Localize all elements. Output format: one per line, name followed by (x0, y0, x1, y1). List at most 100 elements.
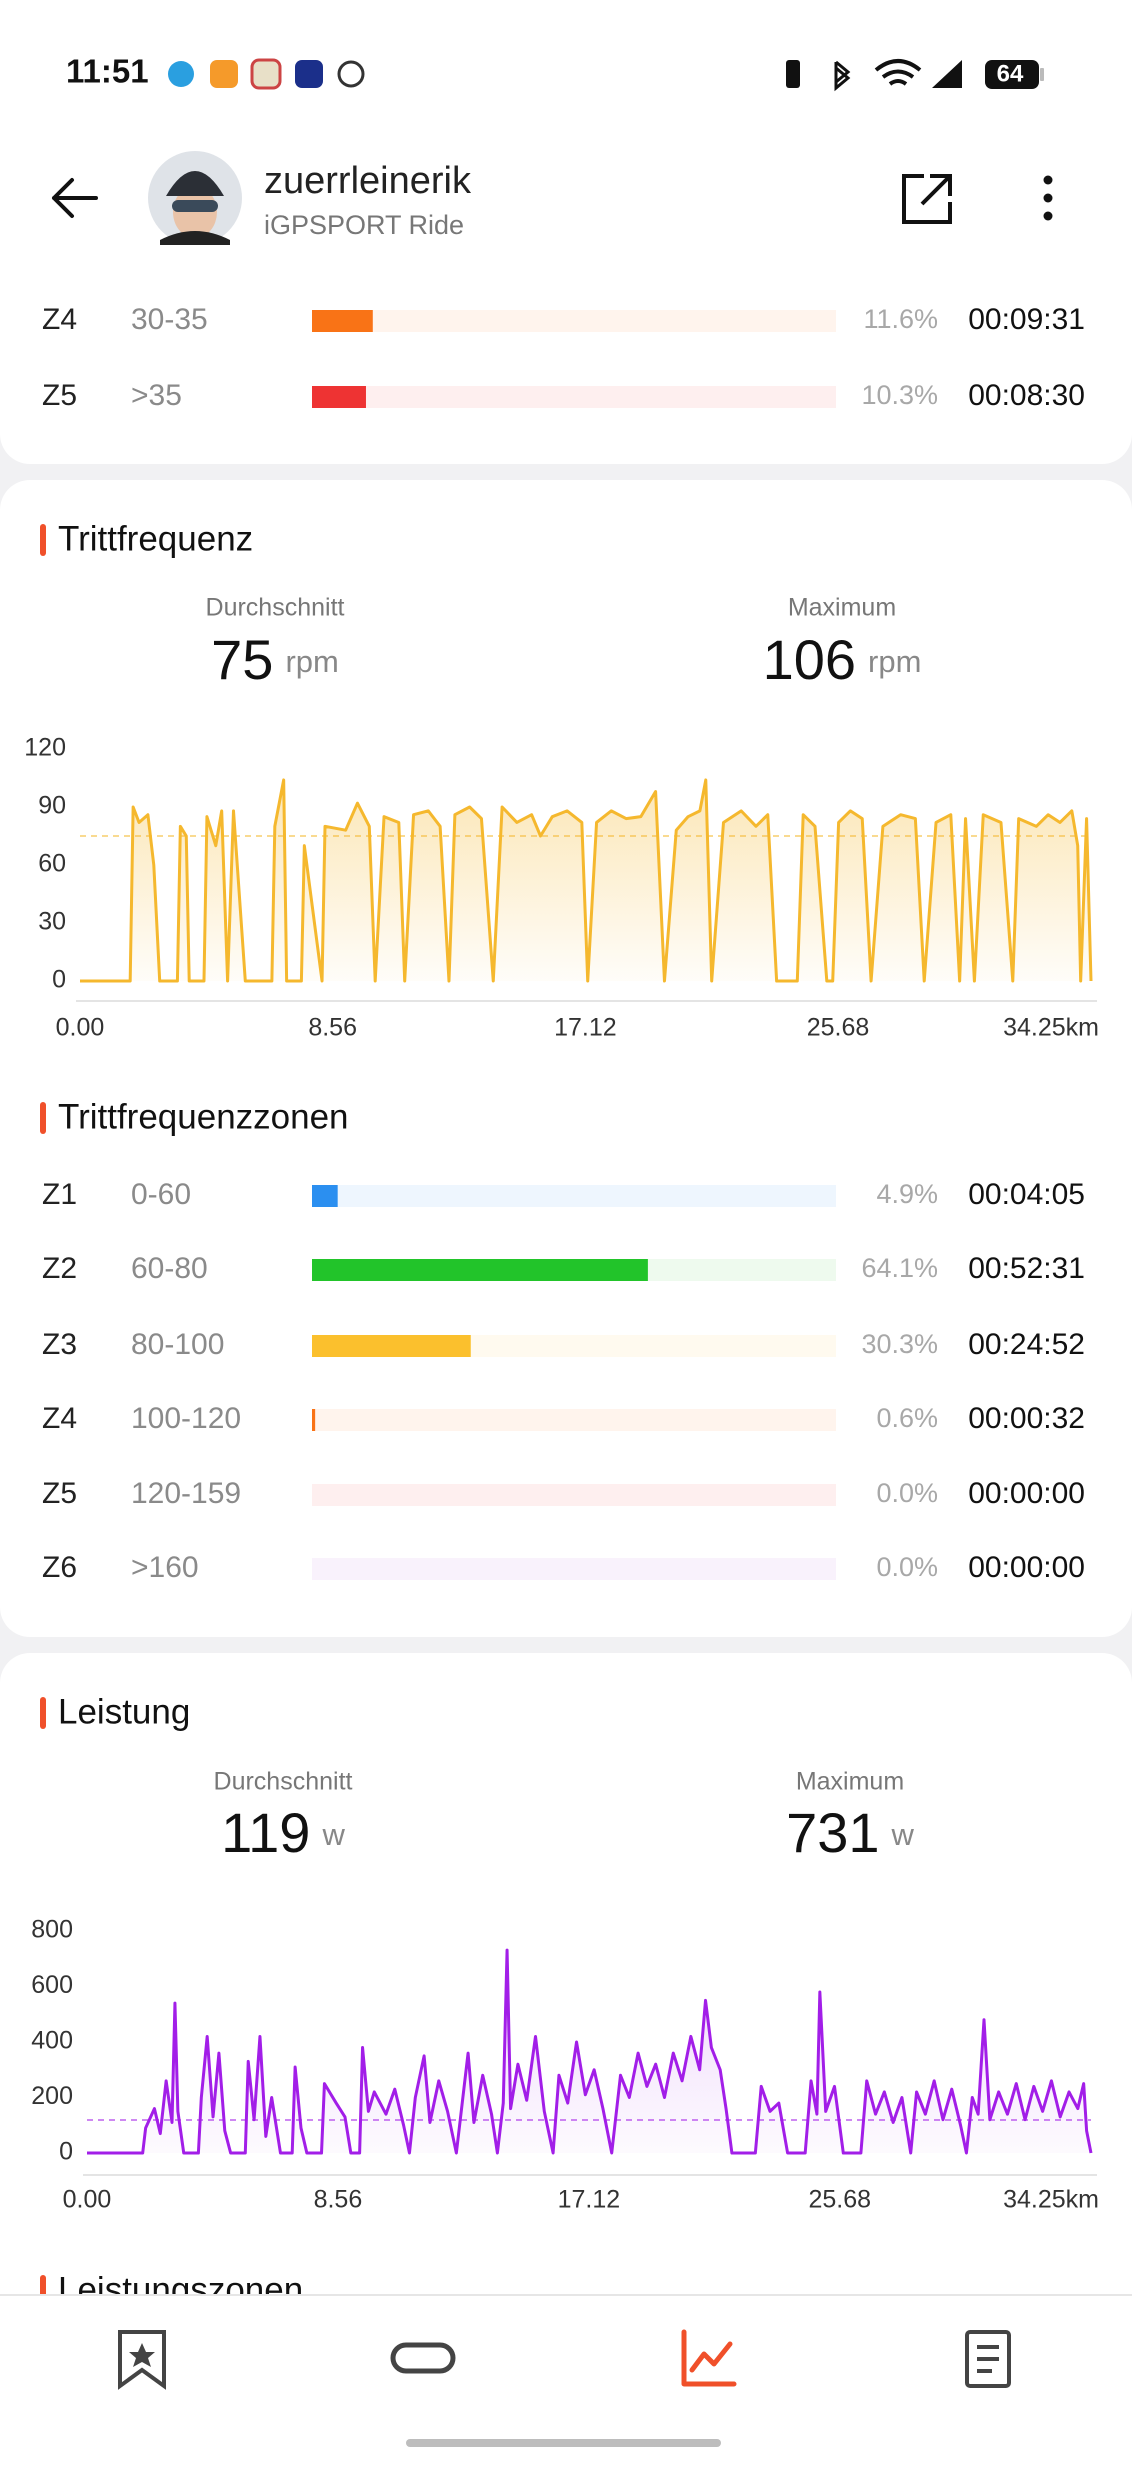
x-tick-label: 25.68 (807, 1014, 870, 1042)
avatar (148, 151, 242, 245)
x-tick-label: 17.12 (554, 1014, 617, 1042)
battery-level: 64 (997, 60, 1024, 87)
stat-unit: w (891, 1817, 915, 1852)
zone-percent: 30.3% (861, 1329, 938, 1359)
nav-details[interactable] (965, 2330, 1011, 2388)
zone-percent: 64.1% (861, 1253, 938, 1283)
y-tick-label: 0 (59, 2138, 73, 2166)
star-icon (129, 2343, 155, 2367)
bluetooth-icon (834, 60, 851, 92)
zone-bar (312, 310, 373, 332)
wifi-icon (874, 59, 922, 86)
dot (1043, 175, 1053, 185)
zone-range: 120-159 (131, 1477, 241, 1510)
x-tick-label: 34.25km (1003, 2186, 1099, 2214)
stat-label: Maximum (788, 594, 896, 622)
zone-range: 0-60 (131, 1178, 191, 1211)
subtitle: iGPSPORT Ride (264, 210, 464, 240)
zone-percent: 0.0% (876, 1552, 938, 1582)
chart-trend (689, 2341, 733, 2373)
section-title: Leistungszonen (58, 2270, 303, 2309)
document-icon (965, 2330, 1011, 2388)
zone-name: Z5 (42, 1477, 77, 1510)
stat-value: 119 w (221, 1801, 345, 1864)
y-tick-label: 800 (31, 1916, 73, 1944)
content: Z4 30-35 11.6% 00:09:31 Z5 >35 10.3% 00:08:30 Z1… (24, 303, 1099, 2214)
chart-axes (681, 2329, 737, 2387)
x-tick-label: 8.56 (314, 2186, 363, 2214)
zone-time: 00:04:05 (968, 1178, 1085, 1211)
x-tick-label: 8.56 (308, 1014, 357, 1042)
section-title: Leistung (58, 1692, 190, 1731)
stat-number: 731 (786, 1801, 879, 1864)
x-tick-label: 0.00 (56, 1014, 105, 1042)
zone-bar (312, 1185, 338, 1207)
y-tick-label: 60 (38, 850, 66, 878)
avatar-body (160, 231, 230, 245)
stat-unit: w (321, 1817, 345, 1852)
dot (1043, 193, 1053, 203)
x-tick-label: 17.12 (558, 2186, 621, 2214)
nav-device[interactable] (390, 2342, 456, 2374)
stat-number: 119 (221, 1801, 310, 1864)
zone-percent: 10.3% (861, 380, 938, 410)
stat-number: 106 (763, 628, 856, 691)
nav-analysis[interactable] (681, 2329, 737, 2387)
zone-percent: 0.0% (876, 1478, 938, 1508)
signal-icon (932, 60, 962, 88)
zone-track (312, 310, 836, 332)
zone-name: Z5 (42, 379, 77, 412)
y-tick-label: 90 (38, 792, 66, 820)
title-accent (40, 1697, 46, 1729)
x-tick-label: 0.00 (63, 2186, 112, 2214)
y-tick-label: 120 (24, 734, 66, 762)
stat-value: 106 rpm (763, 628, 922, 691)
stat-value: 75 rpm (211, 628, 339, 691)
status-icons: 64 (786, 59, 1044, 92)
document-lines (977, 2345, 999, 2373)
zone-name: Z2 (42, 1252, 77, 1285)
bookmark-icon (118, 2330, 166, 2390)
nav-bookmark[interactable] (118, 2330, 166, 2390)
avatar-glasses (172, 200, 218, 212)
zone-time: 00:00:32 (968, 1402, 1085, 1435)
share-button[interactable] (902, 174, 952, 224)
app-icon (210, 60, 238, 88)
y-tick-label: 600 (31, 1971, 73, 1999)
title-accent (40, 2275, 46, 2295)
zone-percent: 0.6% (876, 1403, 938, 1433)
zone-percent: 11.6% (863, 304, 938, 334)
dot (1043, 211, 1053, 221)
line-area (80, 779, 1091, 981)
stat-label: Durchschnitt (206, 594, 345, 622)
zone-name: Z1 (42, 1178, 77, 1211)
stat-value: 731 w (786, 1801, 914, 1864)
back-button[interactable] (52, 178, 98, 218)
zone-range: 80-100 (131, 1328, 224, 1361)
zone-time: 00:09:31 (968, 303, 1085, 336)
zone-bar (312, 1409, 316, 1431)
y-tick-label: 0 (52, 966, 66, 994)
stat-label: Durchschnitt (214, 1768, 353, 1796)
clipped-heading: Leistungszonen (40, 2270, 303, 2309)
app-icon (337, 60, 365, 88)
section-title: Trittfrequenz (58, 519, 253, 558)
zone-track (312, 1484, 836, 1506)
zone-name: Z4 (42, 303, 77, 336)
zone-time: 00:00:00 (968, 1477, 1085, 1510)
x-tick-label: 25.68 (808, 2186, 871, 2214)
y-tick-label: 200 (31, 2082, 73, 2110)
y-tick-label: 400 (31, 2027, 73, 2055)
card (0, 1653, 1132, 2467)
zone-bar (312, 1259, 648, 1281)
line-area (87, 1950, 1091, 2153)
share-box (902, 174, 952, 224)
zone-track (312, 386, 836, 408)
battery-tip (1040, 68, 1044, 81)
more-button[interactable] (1043, 175, 1053, 221)
home-indicator (406, 2439, 721, 2447)
username: zuerrleinerik (264, 160, 472, 202)
zone-range: >35 (131, 379, 182, 412)
